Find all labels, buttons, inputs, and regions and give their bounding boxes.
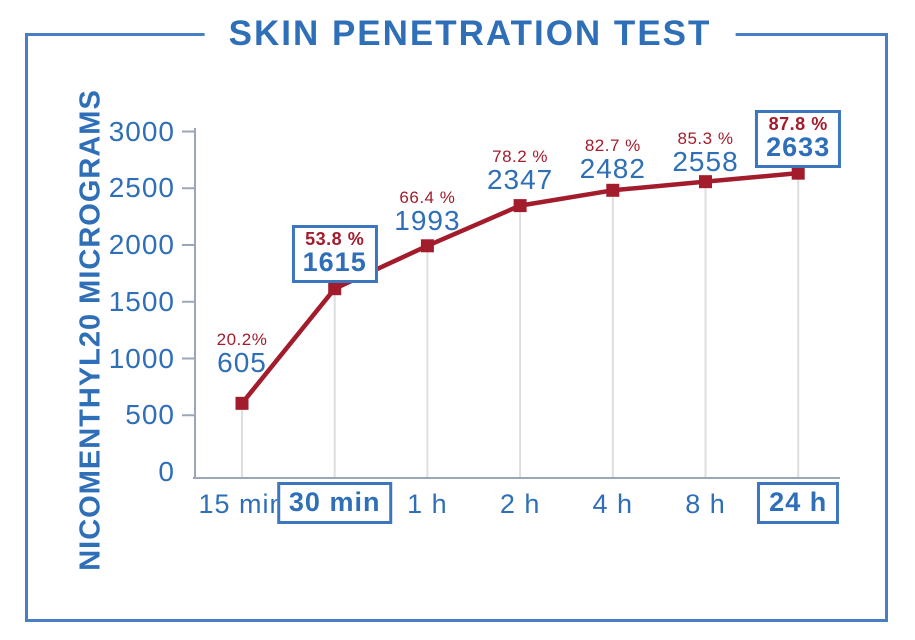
value-label: 1993	[394, 204, 461, 236]
data-point-marker	[235, 396, 249, 410]
percent-label: 20.2%	[216, 330, 268, 350]
y-tick-label: 0	[158, 456, 175, 487]
value-label: 2347	[486, 163, 554, 195]
percent-label: 53.8 %	[305, 228, 365, 249]
value-label: 2558	[672, 145, 739, 177]
percent-label: 66.4 %	[399, 187, 456, 207]
data-point-marker	[420, 239, 434, 253]
data-point-marker	[791, 166, 805, 180]
value-label-group: 78.2 % 2347	[487, 147, 553, 194]
x-category-label-boxed: 24 h	[757, 482, 840, 524]
percent-label: 82.7 %	[584, 136, 641, 156]
x-category-label: 15 min	[198, 489, 286, 519]
value-label-group: 82.7 % 2482	[580, 136, 646, 183]
value-label-group: 20.2% 605	[217, 330, 268, 377]
data-point-marker	[699, 175, 712, 189]
data-point-marker	[606, 183, 620, 197]
x-category-label: 1 h	[407, 489, 448, 519]
value-label-group: 85.3 % 2558	[672, 129, 738, 176]
x-category-label: 4 h	[592, 489, 634, 519]
y-tick-label: 3000	[108, 115, 175, 147]
percent-label: 85.3 %	[677, 128, 734, 148]
x-category-label-boxed: 30 min	[276, 482, 393, 524]
y-tick-label: 500	[125, 399, 175, 431]
data-point-marker	[328, 282, 342, 296]
y-tick-label: 2000	[108, 229, 175, 260]
percent-label: 87.8 %	[768, 114, 828, 135]
value-highlight-box: 87.8 % 2633	[755, 110, 842, 169]
x-category-label: 8 h	[685, 489, 726, 519]
value-label-group: 66.4 % 1993	[394, 188, 460, 235]
value-label: 605	[217, 347, 267, 379]
value-highlight-box: 53.8 % 1615	[291, 224, 378, 283]
y-tick-label: 2500	[108, 172, 175, 204]
value-label: 2633	[766, 132, 831, 163]
value-label: 1615	[302, 246, 367, 277]
chart-title: SKIN PENETRATION TEST	[204, 14, 736, 54]
percent-label: 78.2 %	[492, 146, 549, 166]
y-tick-label: 1500	[108, 285, 175, 317]
y-tick-label: 1000	[108, 342, 175, 374]
data-point-marker	[513, 199, 527, 213]
x-category-label: 2 h	[499, 489, 541, 519]
value-label: 2482	[579, 153, 646, 185]
